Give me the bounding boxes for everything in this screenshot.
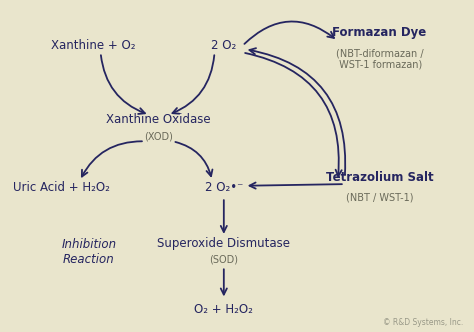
Text: 2 O₂•⁻: 2 O₂•⁻ [205,181,243,194]
Text: (NBT / WST-1): (NBT / WST-1) [346,192,413,202]
Text: (SOD): (SOD) [210,255,238,265]
Text: Tetrazolium Salt: Tetrazolium Salt [326,171,433,184]
Text: (XOD): (XOD) [144,131,173,141]
Text: Formazan Dye: Formazan Dye [332,26,427,39]
Text: Xanthine + O₂: Xanthine + O₂ [51,39,136,52]
Text: © R&D Systems, Inc.: © R&D Systems, Inc. [383,318,463,327]
Text: O₂ + H₂O₂: O₂ + H₂O₂ [194,303,253,316]
Text: Xanthine Oxidase: Xanthine Oxidase [106,114,211,126]
Text: Inhibition
Reaction: Inhibition Reaction [62,238,117,266]
Text: 2 O₂: 2 O₂ [211,39,237,52]
Text: Superoxide Dismutase: Superoxide Dismutase [157,237,290,250]
Text: (NBT-diformazan /
 WST-1 formazan): (NBT-diformazan / WST-1 formazan) [336,48,423,70]
Text: Uric Acid + H₂O₂: Uric Acid + H₂O₂ [13,181,109,194]
